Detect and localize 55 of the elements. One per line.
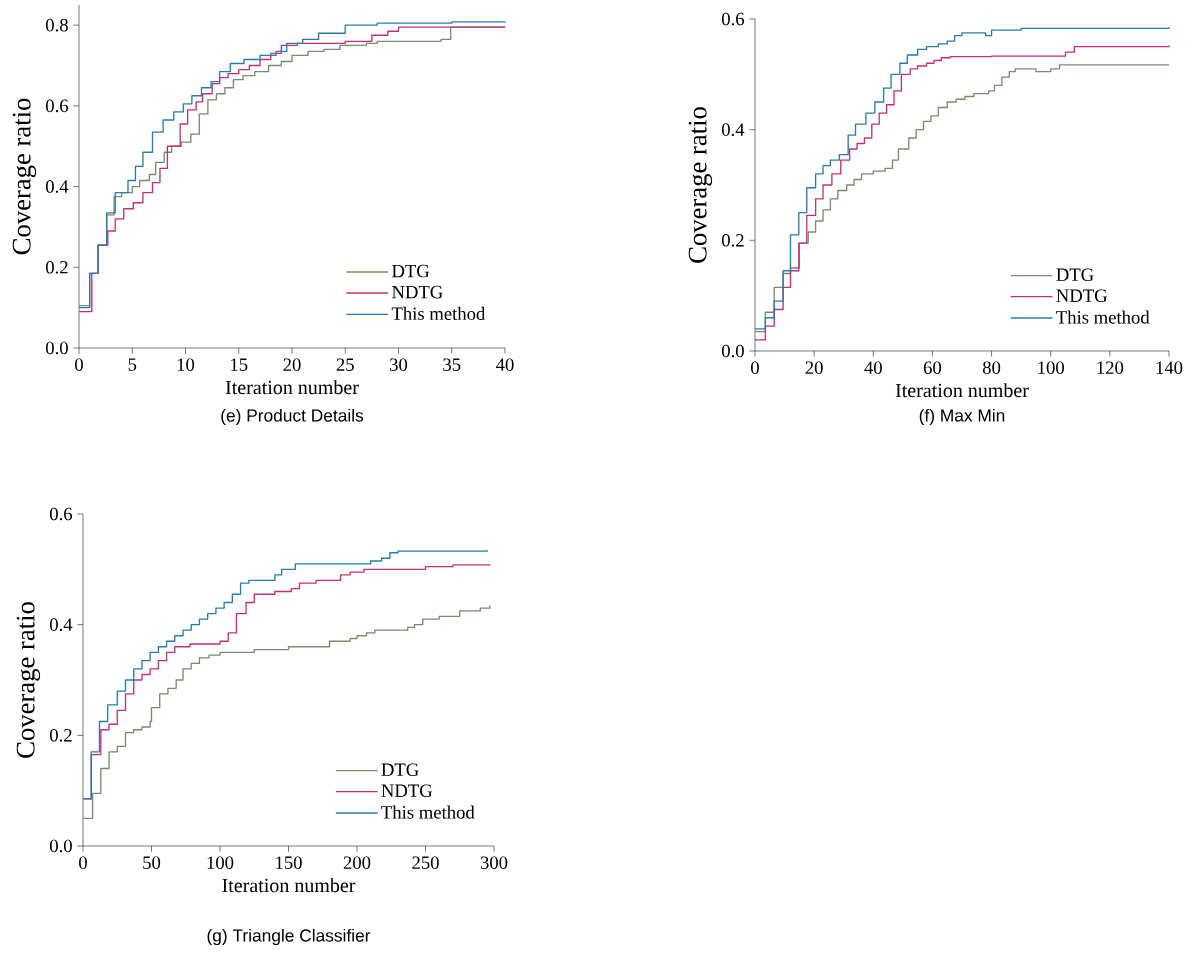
y-tick-label: 0.0 bbox=[721, 344, 744, 358]
y-tick-label: 0.6 bbox=[49, 507, 73, 521]
y-tick-label: 0.4 bbox=[721, 123, 745, 137]
y-tick-label: 0.4 bbox=[49, 618, 73, 632]
x-tick-label: 200 bbox=[343, 856, 371, 869]
x-tick-label: 250 bbox=[412, 856, 439, 869]
x-tick-label: 100 bbox=[207, 856, 234, 869]
y-tick-label: 0.2 bbox=[721, 233, 744, 247]
y-tick-label: 0.4 bbox=[45, 180, 69, 193]
y-tick-label: 0.0 bbox=[45, 341, 68, 355]
legend-label: NDTG bbox=[1056, 289, 1108, 303]
y-tick-label: 0.2 bbox=[49, 728, 72, 742]
x-tick-label: 40 bbox=[864, 361, 882, 374]
y-tick-label: 0.2 bbox=[45, 260, 68, 274]
y-tick-label: 0.0 bbox=[49, 839, 72, 853]
text: (g) Triangle Classifier bbox=[207, 928, 371, 946]
y-tick-label: 0.8 bbox=[45, 18, 68, 32]
legend-label: This method bbox=[381, 805, 475, 819]
legend-label: NDTG bbox=[391, 285, 443, 299]
x-tick-label: 0 bbox=[79, 856, 87, 869]
x-axis-title: Iteration number bbox=[222, 878, 356, 893]
x-tick-label: 25 bbox=[336, 358, 354, 371]
x-tick-label: 20 bbox=[283, 358, 301, 371]
x-tick-label: 15 bbox=[231, 358, 248, 371]
x-tick-label: 20 bbox=[805, 361, 823, 374]
legend-label: NDTG bbox=[381, 784, 433, 798]
x-tick-label: 100 bbox=[1038, 361, 1064, 374]
x-tick-label: 80 bbox=[982, 361, 1001, 374]
x-tick-label: 5 bbox=[128, 358, 137, 371]
legend-label: This method bbox=[391, 306, 486, 320]
y-axis-title: Coverage ratio bbox=[16, 602, 41, 758]
x-tick-label: 40 bbox=[496, 358, 514, 371]
x-axis-title: Iteration number bbox=[225, 380, 359, 395]
y-axis-title: Coverage ratio bbox=[688, 107, 713, 263]
x-tick-label: 120 bbox=[1097, 361, 1124, 374]
text: (e) Product Details bbox=[221, 408, 364, 426]
x-tick-label: 10 bbox=[177, 358, 195, 371]
x-tick-label: 0 bbox=[75, 358, 83, 371]
x-tick-label: 35 bbox=[443, 358, 461, 371]
legend-label: DTG bbox=[1056, 268, 1094, 282]
x-tick-label: 300 bbox=[480, 856, 508, 869]
y-tick-label: 0.6 bbox=[721, 12, 745, 26]
x-tick-label: 140 bbox=[1156, 361, 1183, 374]
legend-label: DTG bbox=[381, 763, 419, 777]
y-axis-title: Coverage ratio bbox=[12, 98, 37, 255]
x-tick-label: 50 bbox=[143, 856, 161, 869]
y-tick-label: 0.6 bbox=[45, 99, 69, 113]
text: (f) Max Min bbox=[919, 408, 1005, 426]
x-axis-title: Iteration number bbox=[895, 383, 1029, 398]
legend-label: This method bbox=[1056, 310, 1150, 324]
x-tick-label: 150 bbox=[276, 856, 302, 869]
x-tick-label: 60 bbox=[923, 361, 942, 374]
x-tick-label: 30 bbox=[390, 358, 408, 371]
x-tick-label: 0 bbox=[751, 361, 759, 374]
legend-label: DTG bbox=[391, 264, 430, 278]
